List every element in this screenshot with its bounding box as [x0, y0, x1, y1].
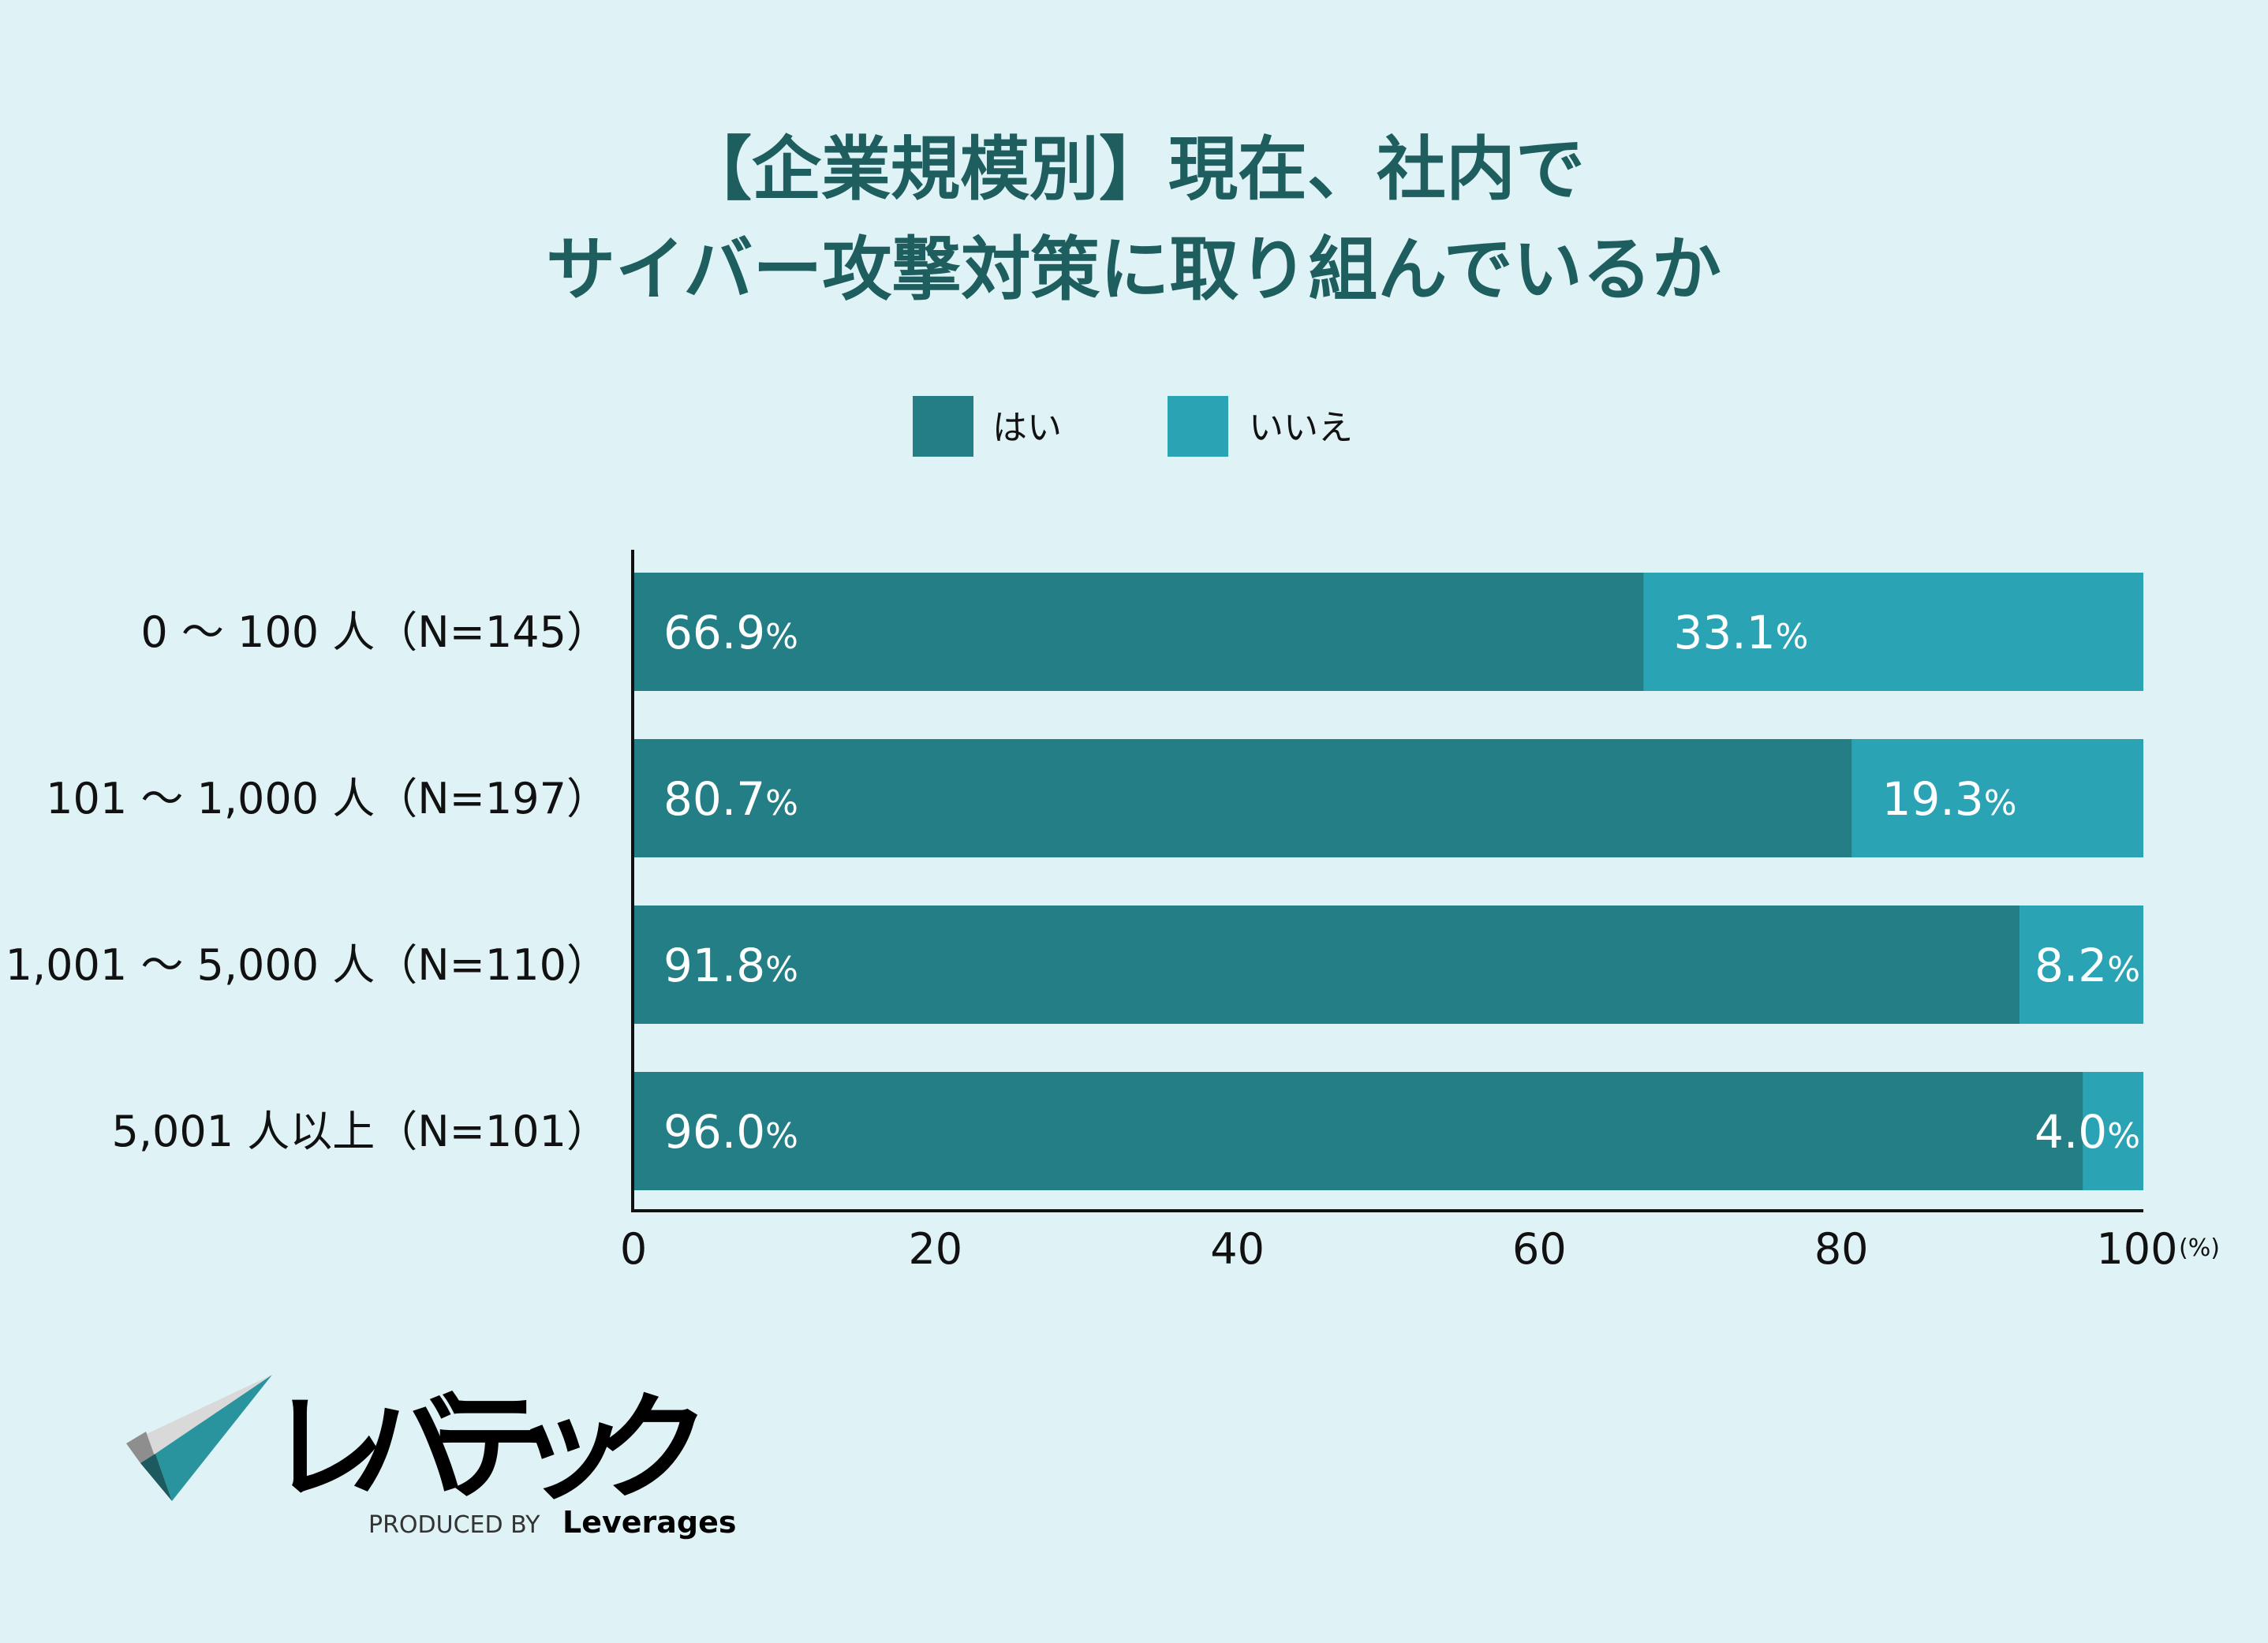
brand-logo: レバテック PRODUCED BY Leverages — [126, 1375, 737, 1540]
bar-yes — [633, 1072, 2083, 1190]
x-axis-ticks: 0 20 40 60 80 100 — [620, 1224, 2178, 1274]
chart-title-line1: 【企業規模別】現在、社内で — [682, 129, 1585, 210]
x-tick-label: 60 — [1512, 1224, 1567, 1274]
x-tick-label: 0 — [620, 1224, 647, 1274]
x-tick-label: 20 — [908, 1224, 962, 1274]
legend: はい いいえ — [913, 396, 1353, 457]
logo-mark-dark — [140, 1454, 172, 1501]
logo-mark-teal — [155, 1375, 272, 1501]
legend-swatch-no — [1168, 396, 1228, 457]
bar-yes — [633, 906, 2020, 1024]
bar-yes — [633, 573, 1644, 691]
logo-text: レバテック — [268, 1380, 710, 1516]
logo-mark-gray — [126, 1432, 158, 1465]
produced-by: PRODUCED BY — [368, 1511, 540, 1539]
legend-label-yes: はい — [992, 408, 1062, 448]
bar-no — [1851, 739, 2143, 857]
bar-no — [1643, 573, 2143, 691]
bar-no — [2020, 906, 2143, 1024]
chart-title-line2: サイバー攻撃対策に取り組んでいるか — [546, 229, 1721, 310]
category-label: 0 〜 100 人（N=145） — [140, 607, 609, 657]
bars: 0 〜 100 人（N=145） 66.9% 33.1%101 〜 1,000 人（… — [6, 573, 2143, 1190]
x-tick-label: 100 — [2096, 1224, 2177, 1274]
bar-no — [2083, 1072, 2143, 1190]
value-label-no: 33.1% — [1673, 606, 1808, 659]
x-tick-label: 40 — [1210, 1224, 1265, 1274]
bar-yes — [633, 739, 1852, 857]
category-label: 5,001 人以上（N=101） — [112, 1107, 609, 1156]
logo-mark-light — [126, 1375, 272, 1465]
category-label: 1,001 〜 5,000 人（N=110） — [6, 940, 609, 990]
value-label-yes: 96.0% — [663, 1105, 798, 1159]
value-label-yes: 91.8% — [663, 939, 798, 992]
x-tick-label: 80 — [1814, 1224, 1869, 1274]
category-label: 101 〜 1,000 人（N=197） — [46, 774, 609, 823]
legend-label-no: いいえ — [1249, 408, 1353, 448]
x-axis-unit: (%) — [2179, 1234, 2220, 1262]
company-name: Leverages — [562, 1505, 737, 1540]
value-label-no: 8.2% — [2034, 939, 2140, 992]
legend-swatch-yes — [913, 396, 973, 457]
